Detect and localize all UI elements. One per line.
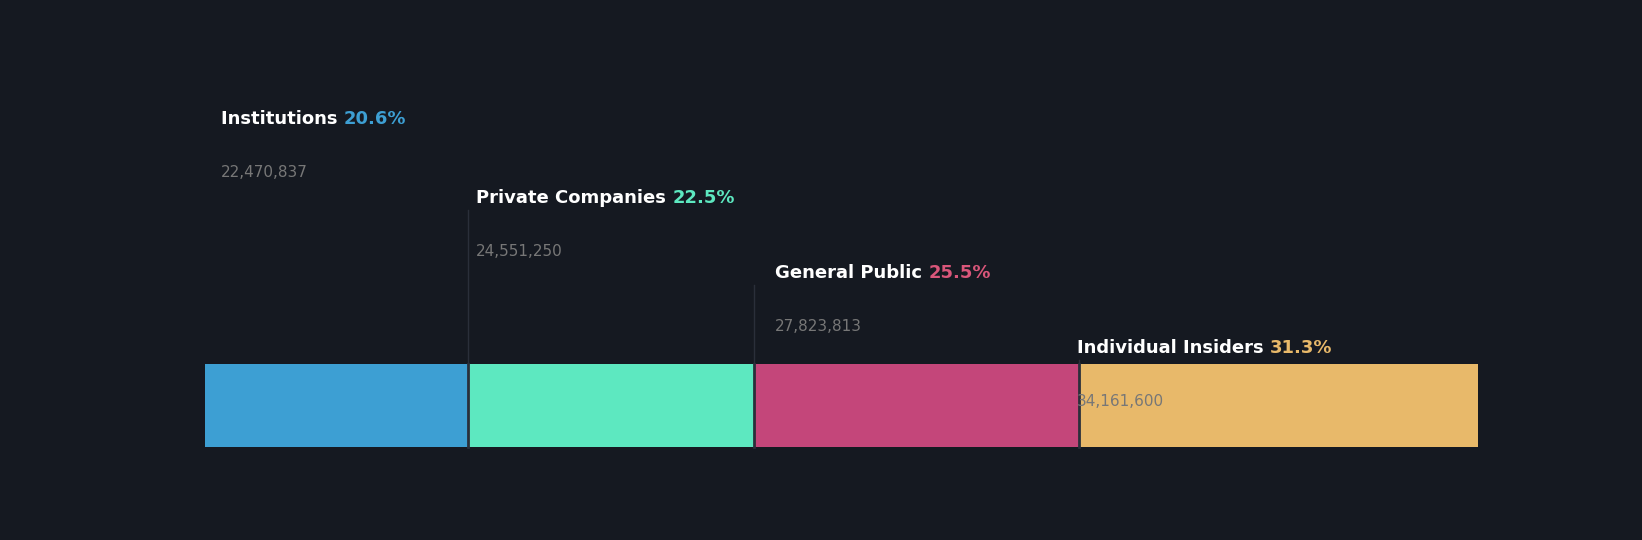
- Text: 22,470,837: 22,470,837: [220, 165, 307, 180]
- Bar: [1079, 364, 1478, 447]
- Text: Institutions: Institutions: [220, 110, 343, 128]
- Text: General Public: General Public: [775, 264, 929, 282]
- Bar: [754, 364, 1079, 447]
- Text: 25.5%: 25.5%: [929, 264, 992, 282]
- Bar: [205, 364, 468, 447]
- Text: 34,161,600: 34,161,600: [1077, 394, 1164, 409]
- Text: 27,823,813: 27,823,813: [775, 319, 862, 334]
- Text: Private Companies: Private Companies: [476, 189, 673, 207]
- Text: 31.3%: 31.3%: [1269, 339, 1332, 356]
- Text: Individual Insiders: Individual Insiders: [1077, 339, 1269, 356]
- Text: 24,551,250: 24,551,250: [476, 245, 563, 259]
- Text: 22.5%: 22.5%: [673, 189, 736, 207]
- Text: 20.6%: 20.6%: [343, 110, 406, 128]
- Bar: [468, 364, 754, 447]
